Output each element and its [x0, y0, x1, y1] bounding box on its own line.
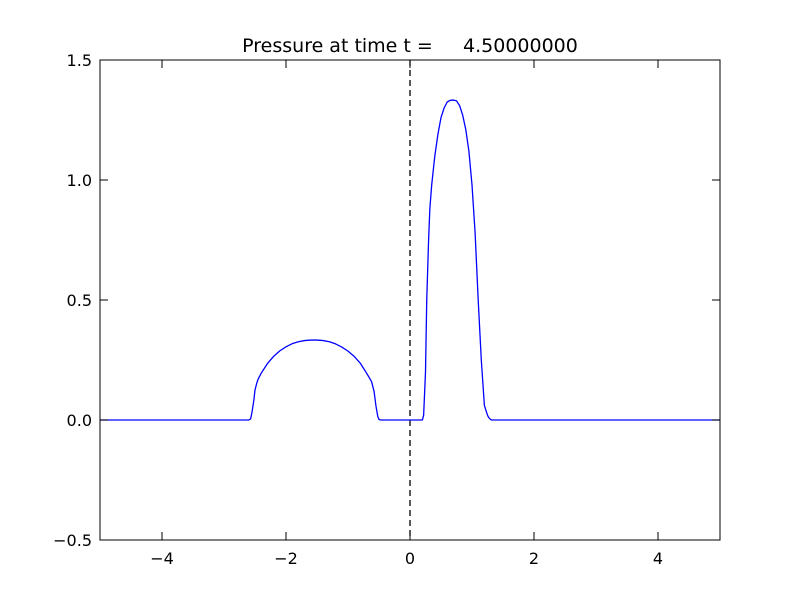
plot-area	[100, 60, 720, 540]
x-tick-label: 0	[405, 549, 415, 568]
y-tick-label: −0.5	[53, 531, 92, 550]
axes-frame	[99, 59, 721, 541]
y-tick-label: 1.5	[67, 51, 92, 70]
y-tick-label: 0.0	[67, 411, 92, 430]
x-tick-label: −2	[274, 549, 298, 568]
y-tick-label: 0.5	[67, 291, 92, 310]
x-tick-label: 2	[529, 549, 539, 568]
x-tick-label: −4	[150, 549, 174, 568]
series-line	[100, 99, 720, 421]
chart-title: Pressure at time t = 4.50000000	[242, 35, 578, 57]
x-tick-label: 4	[653, 549, 663, 568]
y-tick-label: 1.0	[67, 171, 92, 190]
axis-ticks: −4 −2 0 2 4 −0.5 0.0 0.5 1.0 1.5	[53, 51, 720, 568]
